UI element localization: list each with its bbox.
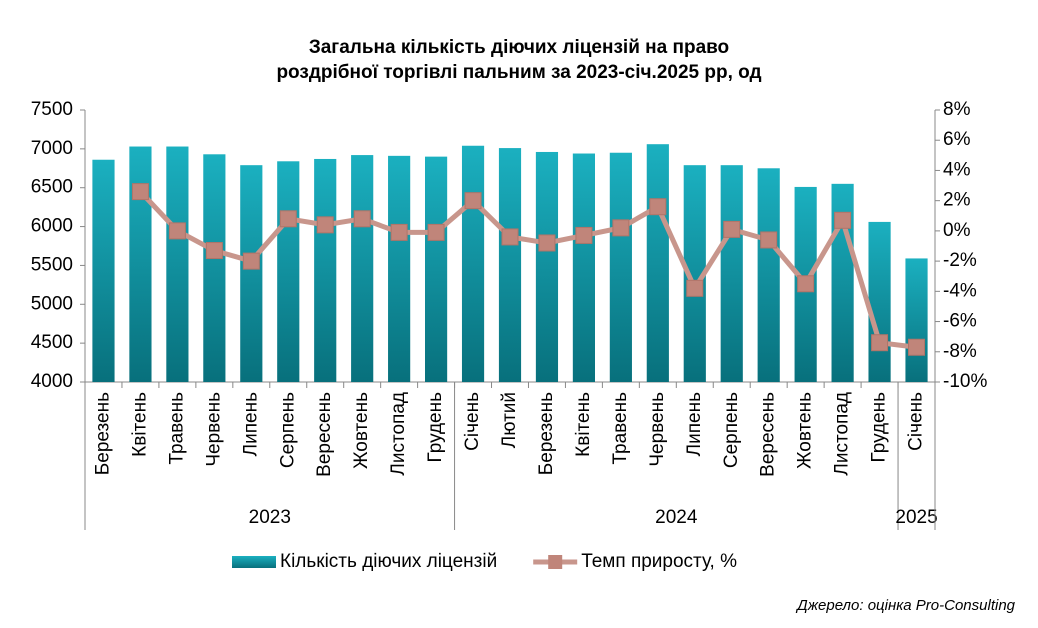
bar [646,144,669,382]
bar [683,165,706,382]
line-marker [871,334,889,352]
x-tick-label: Травень [166,392,187,465]
bar [609,152,632,382]
y-tick-label: 6500 [31,177,73,198]
bar [905,258,928,382]
legend-swatch [548,555,563,569]
line-marker [242,252,260,270]
y-tick-label: 7500 [31,99,73,120]
bar [277,161,300,382]
y2-tick-label: -8% [943,341,977,362]
line-marker [538,234,556,252]
line-marker [464,192,482,210]
line-marker [908,338,926,356]
x-tick-label: Січень [462,392,483,451]
y2-tick-label: -10% [943,371,987,392]
bar [388,155,411,382]
chart-title: Загальна кількість діючих ліцензій на пр… [309,37,729,58]
line-marker [760,231,778,249]
legend-swatch [232,556,276,568]
y-tick-label: 5000 [31,293,73,314]
y2-tick-label: 4% [943,159,971,180]
line-marker [390,223,408,241]
x-tick-label: Листопад [832,392,853,476]
x-tick-label: Квітень [129,392,150,457]
line-marker [834,211,852,229]
y2-tick-label: -2% [943,250,977,271]
line [138,189,917,350]
bar [720,165,743,382]
legend-label: Темп приросту, % [581,551,737,572]
line-marker [168,222,186,240]
y-tick-label: 6000 [31,216,73,237]
x-tick-label: Вересень [758,392,779,477]
y-tick-label: 4000 [31,371,73,392]
group-label: 2023 [249,507,291,528]
bar [351,155,374,382]
line-marker [279,210,297,228]
source-note: Джерело: оцінка Pro-Consulting [795,597,1016,614]
legend-label: Кількість діючих ліцензій [280,551,497,572]
x-tick-label: Листопад [388,392,409,476]
x-tick-label: Липень [240,392,261,456]
x-tick-label: Серпень [277,392,298,468]
x-tick-label: Грудень [869,392,890,463]
bar [129,146,152,382]
bar [203,154,226,382]
bar [314,158,337,382]
x-tick-label: Травень [610,392,631,465]
line-marker [353,210,371,228]
x-tick-label: Лютий [499,392,520,448]
x-tick-label: Квітень [573,392,594,457]
line-marker [501,228,519,246]
line-marker [316,216,334,234]
bar [240,165,263,382]
group-label: 2025 [895,507,937,528]
line-marker [723,220,741,238]
y2-tick-label: 2% [943,190,971,211]
line-marker [205,242,223,260]
x-tick-label: Березень [536,392,557,475]
line-marker [575,226,593,244]
y-tick-label: 7000 [31,138,73,159]
x-tick-label: Грудень [425,392,446,463]
line-marker [686,279,704,297]
bar [868,221,891,382]
bar [461,145,485,382]
y2-tick-label: 0% [943,220,971,241]
line-marker [131,183,149,201]
y-tick-label: 4500 [31,332,73,353]
x-tick-label: Березень [92,392,113,475]
x-tick-label: Січень [906,392,927,451]
y2-tick-label: 6% [943,129,971,150]
bar [166,146,189,382]
x-tick-label: Червень [647,392,668,467]
x-tick-label: Жовтень [351,392,372,469]
x-tick-label: Жовтень [795,392,816,469]
bar [572,153,595,382]
bar [757,168,780,382]
line-marker [797,275,815,293]
x-tick-label: Серпень [721,392,742,468]
bar [535,151,559,382]
chart-title: роздрібної торгівлі пальним за 2023-січ.… [276,62,761,83]
y2-tick-label: -6% [943,311,977,332]
line-marker [649,198,667,216]
group-label: 2024 [655,507,698,528]
x-tick-label: Липень [684,392,705,456]
y-tick-label: 5500 [31,254,73,275]
y2-tick-label: -4% [943,280,977,301]
bar [92,159,115,382]
line-marker [612,219,630,237]
x-tick-label: Вересень [314,392,335,477]
bar [425,156,448,382]
bar [498,148,522,382]
x-tick-label: Червень [203,392,224,467]
y2-tick-label: 8% [943,99,971,120]
line-marker [427,223,445,241]
